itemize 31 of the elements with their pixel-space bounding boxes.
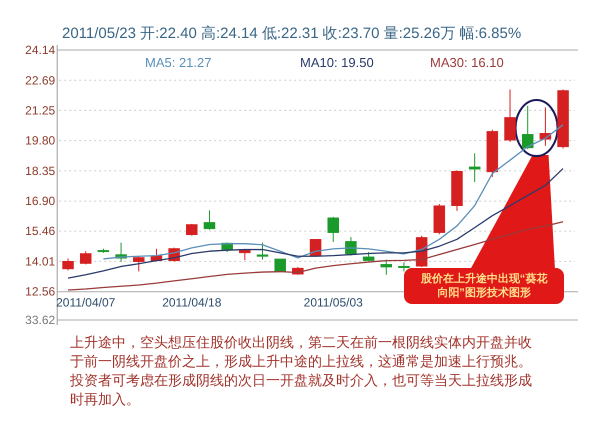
candlestick bbox=[80, 250, 92, 265]
x-tick-label: 2011/04/07 bbox=[56, 296, 116, 310]
y-tick-label: 16.90 bbox=[25, 194, 56, 208]
x-tick-label: 2011/04/18 bbox=[162, 296, 222, 310]
candlestick bbox=[327, 216, 339, 243]
annotation: 股价在上升途中出现“葵花向阳”图形技术图形 bbox=[420, 272, 548, 300]
candlestick bbox=[380, 259, 392, 276]
y-tick-label: 21.25 bbox=[25, 103, 56, 118]
candlestick bbox=[504, 88, 516, 142]
y-tick-label: 19.80 bbox=[25, 134, 56, 148]
candlestick bbox=[62, 258, 74, 271]
y-tick-label: 24.14 bbox=[25, 43, 56, 57]
text: MA5: 21.27 bbox=[145, 55, 212, 70]
candlestick bbox=[133, 256, 145, 272]
candlestick bbox=[256, 242, 268, 260]
candlestick bbox=[274, 258, 286, 272]
x-tick-label: 2011/05/03 bbox=[304, 296, 364, 310]
y-tick-label: 22.69 bbox=[25, 73, 56, 88]
candlestick bbox=[204, 210, 216, 230]
text: 上升途中，空头想压住股价收出阴线，第二天在前一根阴线实体内开盘并收于前一阴线开盘价之上，形成上升中途的上拉线，这通常是加速上行预兆。投资者可考虑在形成阴线的次日一开盘就及时介入，也可等当天上拉线形成时再加入。 bbox=[70, 333, 533, 409]
candlestick bbox=[398, 262, 410, 272]
chart-title: 2011/05/23 开:22.40 高:24.14 低:22.31 收:23.70 量:25.26万 幅:6.85% bbox=[62, 25, 522, 42]
y-tick-label: 18.35 bbox=[25, 164, 56, 178]
text: 33.62 bbox=[25, 313, 56, 327]
candlestick bbox=[522, 105, 534, 150]
y-tick-label: 15.46 bbox=[25, 224, 56, 238]
y-tick-label: 12.56 bbox=[25, 284, 56, 299]
y-tick-label: 14.01 bbox=[25, 254, 56, 268]
text: MA30: 16.10 bbox=[430, 55, 504, 70]
candlestick bbox=[468, 152, 480, 183]
text: MA10: 19.50 bbox=[300, 55, 374, 70]
